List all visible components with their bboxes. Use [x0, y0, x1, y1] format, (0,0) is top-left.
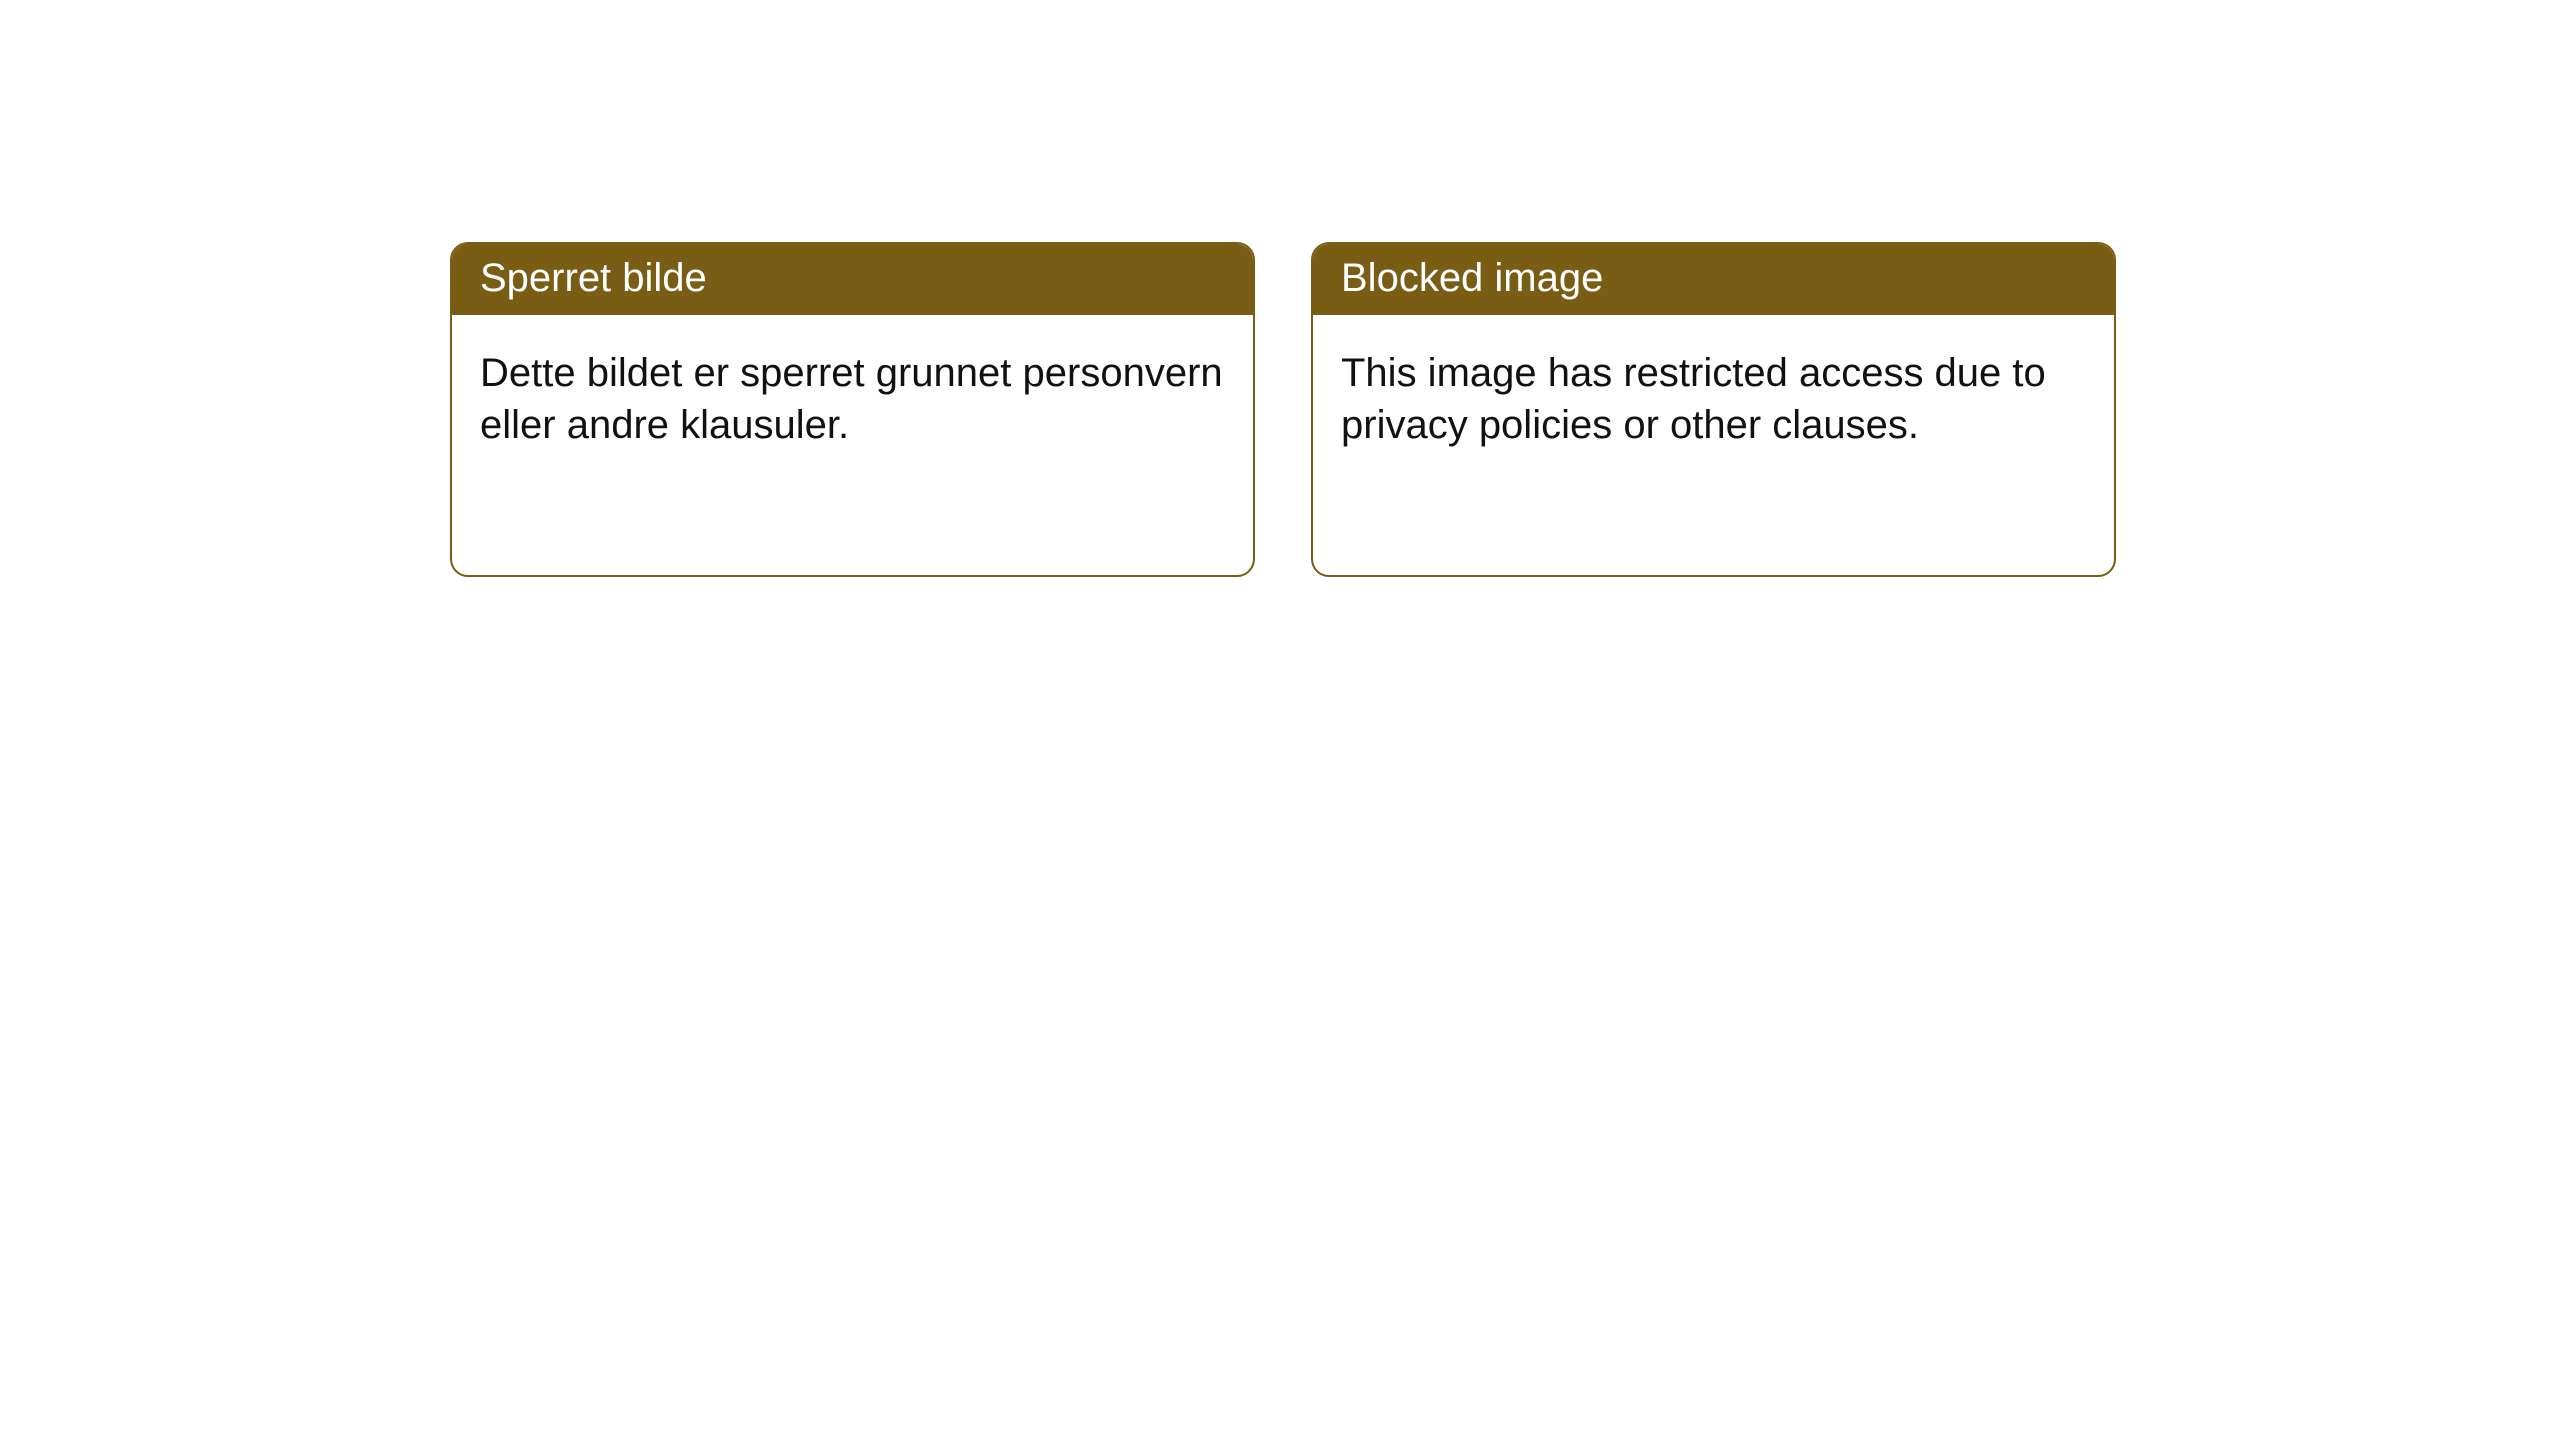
notice-card-english: Blocked image This image has restricted …	[1311, 242, 2116, 577]
notice-header: Sperret bilde	[452, 244, 1253, 315]
notice-container: Sperret bilde Dette bildet er sperret gr…	[0, 0, 2560, 577]
notice-body: Dette bildet er sperret grunnet personve…	[452, 315, 1253, 483]
notice-body: This image has restricted access due to …	[1313, 315, 2114, 483]
notice-header: Blocked image	[1313, 244, 2114, 315]
notice-card-norwegian: Sperret bilde Dette bildet er sperret gr…	[450, 242, 1255, 577]
